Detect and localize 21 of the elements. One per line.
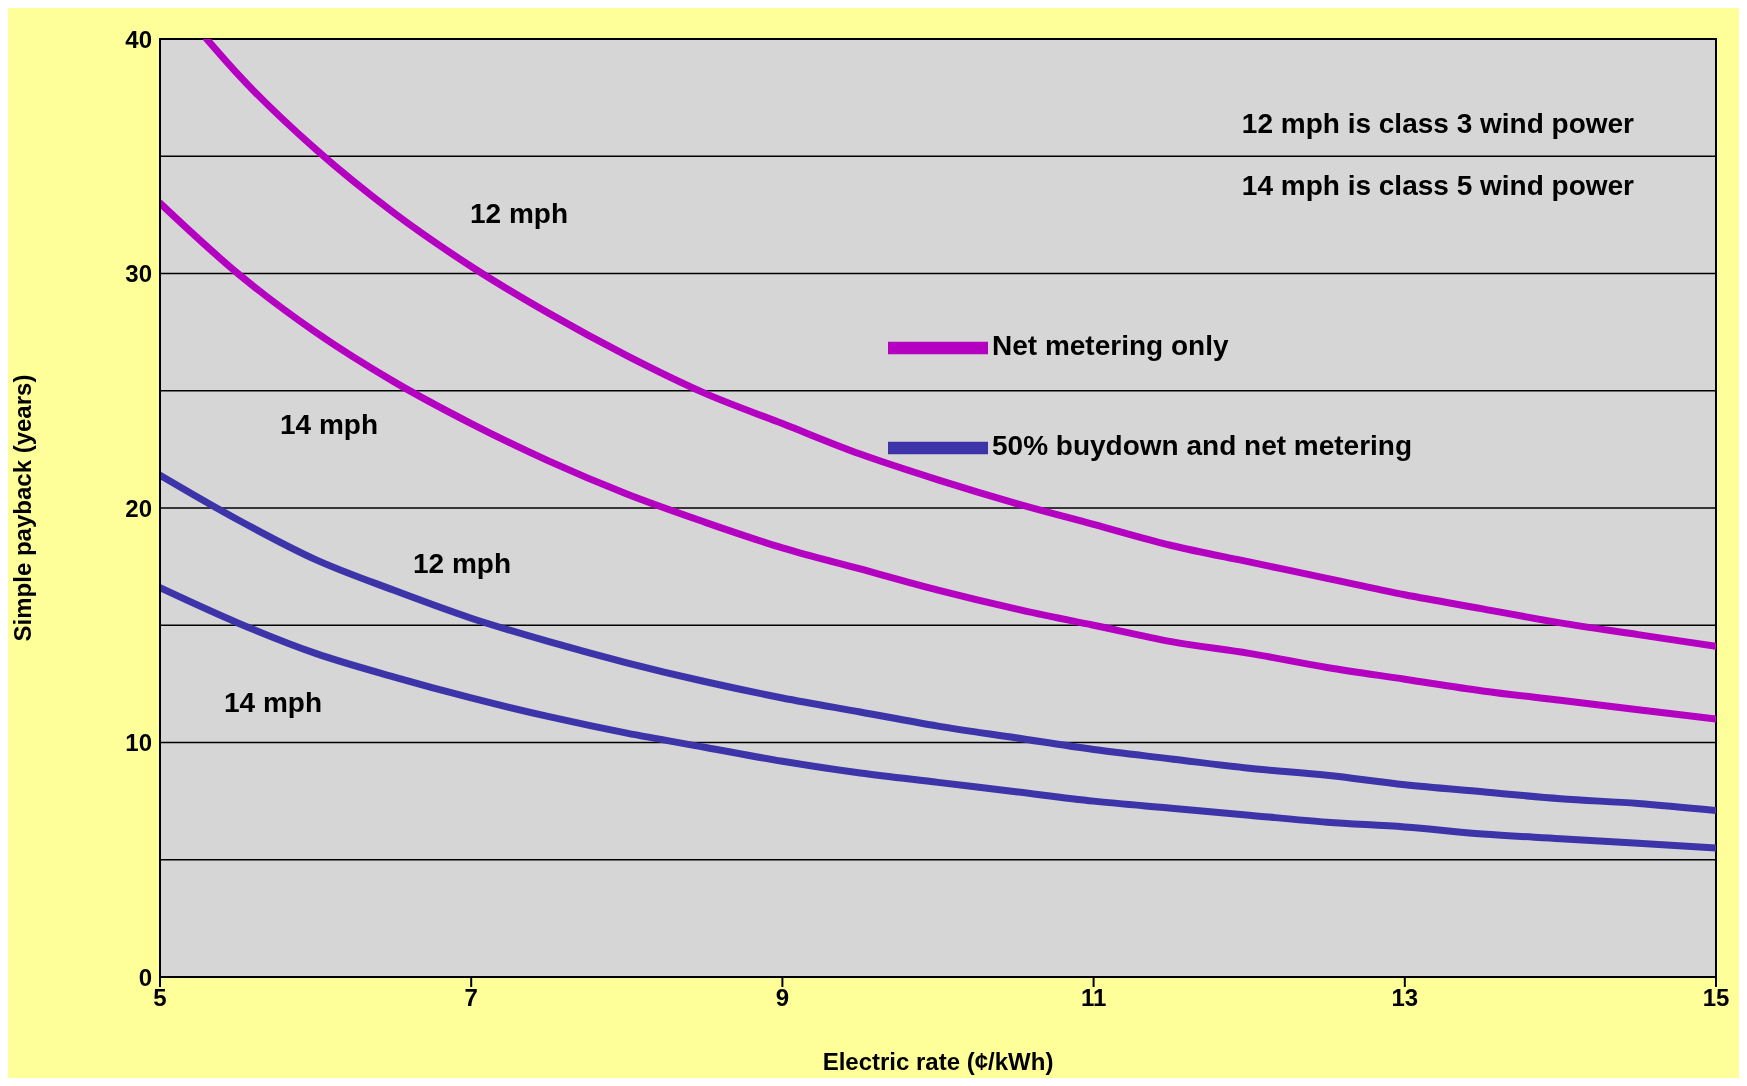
y-tick-label: 0 (138, 963, 152, 991)
annotation: 14 mph is class 5 wind power (1241, 170, 1634, 202)
annotation: 14 mph (224, 687, 323, 719)
x-tick-label: 13 (1391, 984, 1419, 1012)
y-tick-label: 40 (125, 25, 152, 53)
x-tick-label: 9 (775, 984, 790, 1012)
annotation: 14 mph (280, 409, 379, 441)
y-tick-label: 20 (125, 494, 152, 522)
x-axis-title: Electric rate (¢/kWh) (822, 1048, 1054, 1075)
legend-label: 50% buydown and net metering (992, 430, 1413, 462)
y-axis-title: Simple payback (years) (8, 374, 36, 642)
y-tick-label: 30 (125, 260, 152, 288)
annotation: 12 mph (470, 198, 569, 230)
x-tick-label: 5 (153, 984, 167, 1012)
x-tick-label: 15 (1702, 984, 1730, 1012)
y-tick-label: 10 (125, 729, 152, 757)
annotation: 12 mph (413, 548, 512, 580)
annotation: 12 mph is class 3 wind power (1241, 108, 1634, 140)
legend-label: Net metering only (992, 330, 1229, 362)
x-tick-label: 7 (464, 984, 478, 1012)
x-tick-label: 11 (1080, 984, 1107, 1012)
